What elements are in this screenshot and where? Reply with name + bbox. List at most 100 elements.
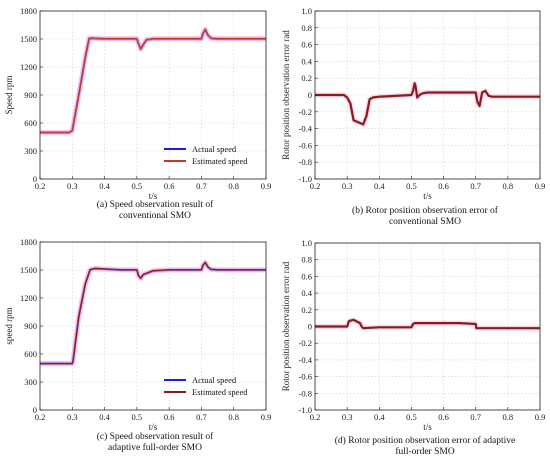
series-line-d-0 <box>315 318 540 330</box>
caption-a-line2: conventional SMO <box>118 211 192 221</box>
caption-b-line1: (b) Rotor position observation error of <box>352 206 498 216</box>
y-tick-label-d-1: -0.8 <box>299 388 312 398</box>
x-tick-label-c-4: 0.6 <box>164 412 175 422</box>
chart-a: 0.2 0.3 0.4 0.5 0.6 0.7 0.8 0.9 0 300 600 900 1200 15… <box>4 6 271 201</box>
caption-b: (b) Rotor position observation error of … <box>300 206 550 228</box>
chart-b: 0.2 0.3 0.4 0.5 0.6 0.7 0.8 0.9 -1.0 -0.8 -0.6 -0.4… <box>281 6 545 201</box>
y-tick-label-c-2: 600 <box>24 349 37 359</box>
x-tick-label-c-0: 0.2 <box>35 412 46 422</box>
series-line-b-0 <box>315 82 540 126</box>
x-tick-label-d-0: 0.2 <box>310 412 321 422</box>
y-tick-label-c-6: 1800 <box>20 237 37 247</box>
y-tick-label-d-4: -0.2 <box>299 338 312 348</box>
legend-a: Actual speed Estimated speed <box>164 144 248 166</box>
y-tick-label-d-8: 0.6 <box>301 271 312 281</box>
y-tick-label-c-4: 1200 <box>20 293 37 303</box>
series-line-c-1 <box>40 261 266 365</box>
x-tick-label-a-1: 0.3 <box>67 181 78 191</box>
x-tick-label-b-5: 0.7 <box>470 181 481 191</box>
x-tick-label-c-6: 0.8 <box>228 412 239 422</box>
y-tick-label-b-1: -0.8 <box>299 157 312 167</box>
x-tick-label-d-5: 0.7 <box>470 412 481 422</box>
y-tick-label-d-6: 0.2 <box>301 305 312 315</box>
x-axis-label-a: t/s <box>149 191 158 201</box>
caption-a: (a) Speed observation result of conventi… <box>40 200 270 222</box>
y-tick-label-d-9: 0.8 <box>301 255 312 265</box>
caption-d-line1: (d) Rotor position observation error of … <box>334 436 516 446</box>
chart-c: 0.2 0.3 0.4 0.5 0.6 0.7 0.8 0.9 0 300 600 900 1200 15… <box>4 237 271 432</box>
x-tick-label-a-0: 0.2 <box>35 181 46 191</box>
x-tick-label-b-1: 0.3 <box>342 181 353 191</box>
y-tick-label-b-6: 0.2 <box>301 73 312 83</box>
x-tick-label-c-5: 0.7 <box>196 412 207 422</box>
legend-label-a-0: Actual speed <box>192 144 237 154</box>
x-axis-label-b: t/s <box>423 191 432 201</box>
y-tick-label-b-2: -0.6 <box>299 140 312 150</box>
x-tick-label-d-1: 0.3 <box>342 412 353 422</box>
y-tick-label-b-7: 0.4 <box>301 56 312 66</box>
y-axis-label-d: Rotor position observation error rad <box>281 261 291 391</box>
caption-b-line2: conventional SMO <box>388 217 462 227</box>
y-tick-label-d-7: 0.4 <box>301 288 312 298</box>
y-tick-label-b-10: 1.0 <box>301 6 312 16</box>
y-tick-label-b-5: 0 <box>308 90 312 100</box>
x-tick-label-b-3: 0.5 <box>406 181 417 191</box>
series-line-a-1 <box>40 28 266 134</box>
x-tick-label-d-2: 0.4 <box>374 412 385 422</box>
caption-d: (d) Rotor position observation error of … <box>300 436 550 458</box>
y-axis-label-b: Rotor position observation error rad <box>281 30 291 160</box>
y-axis-label-c: speed rpm <box>4 307 14 344</box>
x-tick-label-d-4: 0.6 <box>438 412 449 422</box>
legend-c: Actual speed Estimated speed <box>164 375 248 397</box>
y-tick-label-a-4: 1200 <box>20 62 37 72</box>
x-tick-label-b-2: 0.4 <box>374 181 385 191</box>
y-tick-label-b-8: 0.6 <box>301 40 312 50</box>
x-tick-label-b-4: 0.6 <box>438 181 449 191</box>
x-tick-label-c-2: 0.4 <box>99 412 110 422</box>
y-tick-label-d-3: -0.4 <box>299 355 313 365</box>
y-tick-label-d-10: 1.0 <box>301 238 312 248</box>
x-tick-label-a-7: 0.9 <box>261 181 272 191</box>
x-tick-label-a-6: 0.8 <box>228 181 239 191</box>
y-tick-label-b-3: -0.4 <box>299 124 313 134</box>
legend-label-c-1: Estimated speed <box>192 387 248 397</box>
y-tick-label-b-0: -1.0 <box>299 174 312 184</box>
x-tick-label-d-7: 0.9 <box>535 412 546 422</box>
y-tick-label-d-0: -1.0 <box>299 405 312 415</box>
caption-c: (c) Speed observation result of adaptive… <box>40 432 270 454</box>
x-axis-label-d: t/s <box>423 422 432 432</box>
x-axis-label-c: t/s <box>149 422 158 432</box>
x-tick-label-a-5: 0.7 <box>196 181 207 191</box>
x-tick-label-a-3: 0.5 <box>132 181 143 191</box>
y-tick-label-a-2: 600 <box>24 118 37 128</box>
caption-d-line2: full-order SMO <box>395 447 455 457</box>
legend-label-a-1: Estimated speed <box>192 156 248 166</box>
y-tick-label-c-0: 0 <box>33 405 37 415</box>
x-tick-label-c-7: 0.9 <box>261 412 272 422</box>
y-tick-label-a-0: 0 <box>33 174 37 184</box>
legend-label-c-0: Actual speed <box>192 375 237 385</box>
caption-c-line1: (c) Speed observation result of <box>96 432 214 442</box>
y-tick-label-d-5: 0 <box>308 322 312 332</box>
x-tick-label-b-6: 0.8 <box>503 181 514 191</box>
x-tick-label-a-4: 0.6 <box>164 181 175 191</box>
y-tick-label-c-5: 1500 <box>20 265 37 275</box>
x-tick-label-d-6: 0.8 <box>503 412 514 422</box>
y-tick-label-c-1: 300 <box>24 377 37 387</box>
y-tick-label-b-9: 0.8 <box>301 23 312 33</box>
x-tick-label-b-7: 0.9 <box>535 181 546 191</box>
x-tick-label-a-2: 0.4 <box>99 181 110 191</box>
caption-c-line2: adaptive full-order SMO <box>108 443 202 453</box>
y-tick-label-a-6: 1800 <box>20 6 37 16</box>
x-tick-label-c-3: 0.5 <box>132 412 143 422</box>
y-tick-label-d-2: -0.6 <box>299 372 312 382</box>
y-tick-label-a-5: 1500 <box>20 34 37 44</box>
x-tick-label-d-3: 0.5 <box>406 412 417 422</box>
y-axis-label-a: Speed rpm <box>4 76 14 115</box>
x-tick-label-b-0: 0.2 <box>310 181 321 191</box>
y-tick-label-c-3: 900 <box>24 321 37 331</box>
y-tick-label-a-1: 300 <box>24 146 37 156</box>
chart-d: 0.2 0.3 0.4 0.5 0.6 0.7 0.8 0.9 -1.0 -0.8 -0.6 -0.4… <box>281 238 545 432</box>
x-tick-label-c-1: 0.3 <box>67 412 78 422</box>
